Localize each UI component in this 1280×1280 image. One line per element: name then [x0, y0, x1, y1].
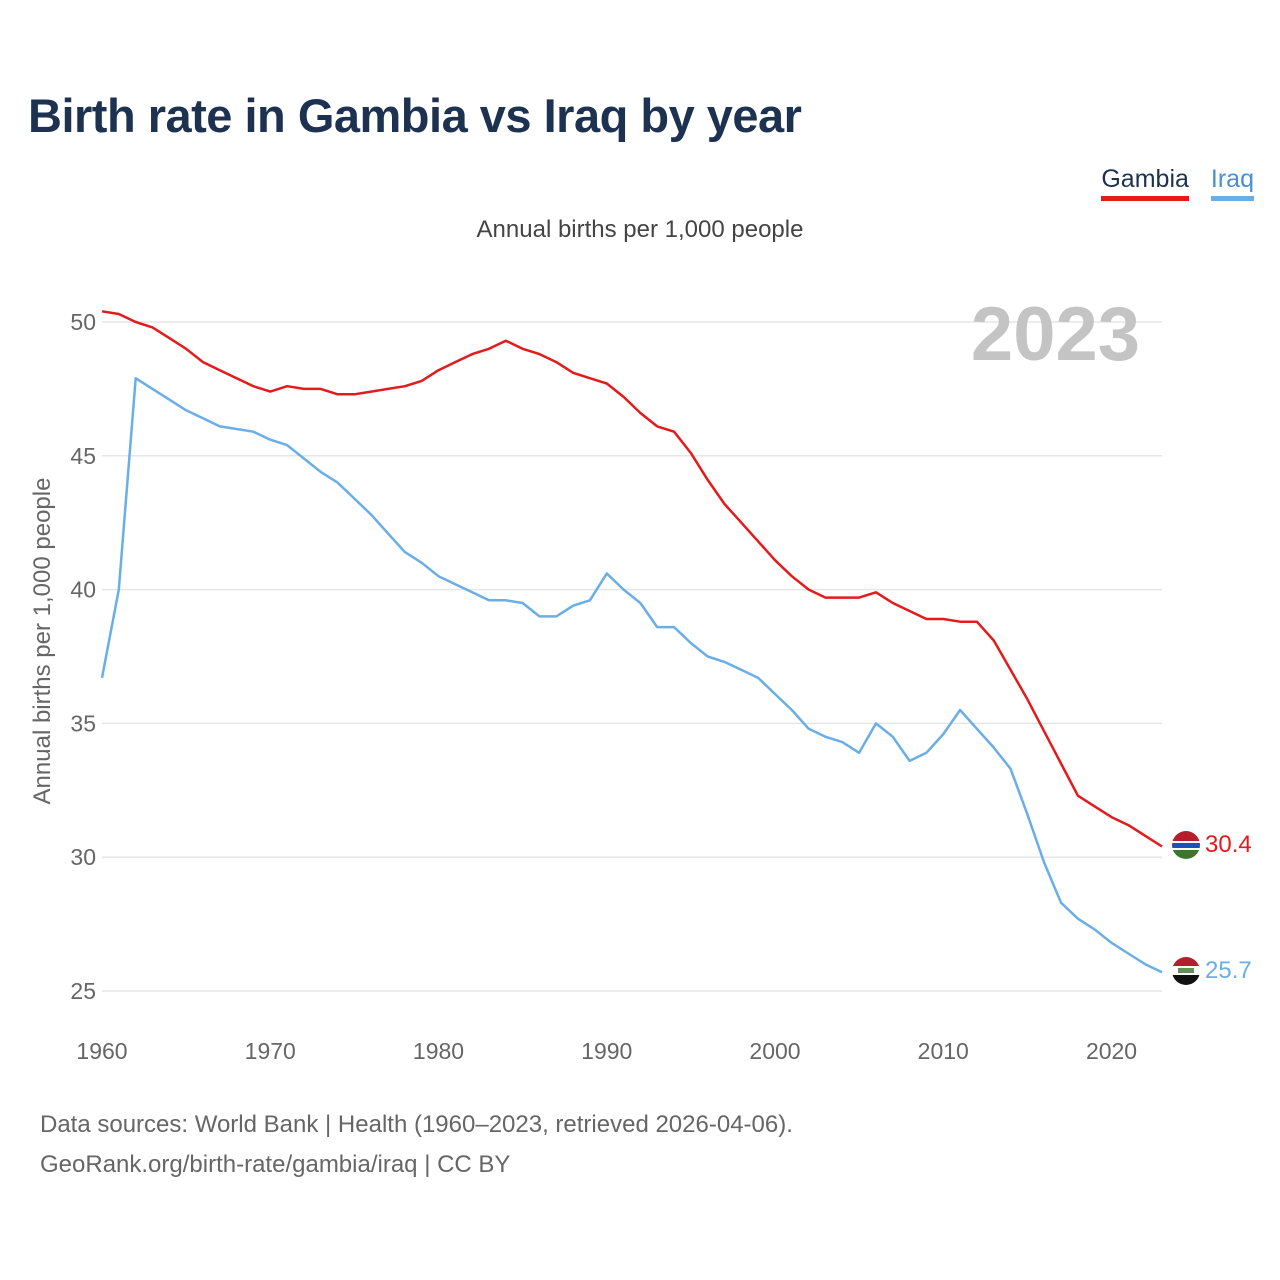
legend: Gambia Iraq — [1101, 164, 1254, 201]
series-line-iraq — [100, 376, 1163, 974]
x-tick-label: 1970 — [245, 1038, 296, 1064]
gambia-flag-icon — [1172, 831, 1200, 859]
x-axis-ticks: 1960 1970 1980 1990 2000 2010 2020 — [76, 1038, 1137, 1064]
x-tick-label: 1960 — [76, 1038, 127, 1064]
y-tick-label: 30 — [70, 844, 96, 870]
series-lines — [100, 310, 1163, 974]
series-line-gambia — [101, 310, 1163, 848]
x-tick-label: 1980 — [413, 1038, 464, 1064]
gridlines — [102, 321, 1162, 992]
attribution-text: GeoRank.org/birth-rate/gambia/iraq | CC … — [40, 1151, 511, 1178]
page-title: Birth rate in Gambia vs Iraq by year — [28, 89, 802, 142]
current-year-label: 2023 — [971, 292, 1140, 377]
chart-subtitle: Annual births per 1,000 people — [476, 216, 804, 243]
y-axis-label: Annual births per 1,000 people — [29, 478, 56, 805]
legend-item-iraq[interactable]: Iraq — [1210, 164, 1254, 201]
y-tick-label: 25 — [70, 978, 96, 1004]
y-tick-label: 45 — [70, 443, 96, 469]
x-tick-label: 2020 — [1086, 1038, 1137, 1064]
y-tick-label: 35 — [70, 710, 96, 736]
y-tick-label: 50 — [70, 309, 96, 335]
y-axis-ticks: 25 30 35 40 45 50 — [70, 309, 96, 1004]
y-tick-label: 40 — [70, 577, 96, 603]
footer: Data sources: World Bank | Health (1960–… — [40, 1105, 793, 1185]
iraq-end-value-label: 25.7 — [1205, 957, 1252, 984]
iraq-flag-icon — [1172, 957, 1200, 985]
x-tick-label: 1990 — [581, 1038, 632, 1064]
x-tick-label: 2000 — [749, 1038, 800, 1064]
legend-item-gambia[interactable]: Gambia — [1101, 164, 1189, 201]
x-tick-label: 2010 — [918, 1038, 969, 1064]
gambia-end-value-label: 30.4 — [1205, 831, 1252, 858]
data-sources-text: Data sources: World Bank | Health (1960–… — [40, 1111, 793, 1138]
